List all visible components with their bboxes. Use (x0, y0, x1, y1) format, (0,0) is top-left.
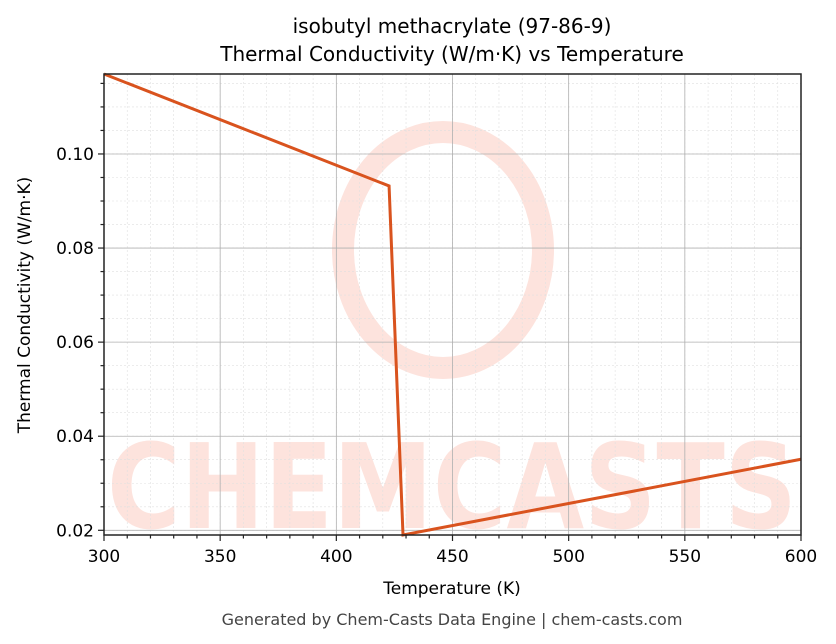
grid (103, 74, 802, 535)
y-axis-label: Thermal Conductivity (W/m·K) (15, 177, 35, 435)
y-tick-label: 0.04 (56, 427, 94, 447)
x-tick-label: 350 (204, 547, 236, 567)
x-tick-label: 300 (88, 547, 120, 567)
chart-title-line2: Thermal Conductivity (W/m·K) vs Temperat… (219, 42, 684, 66)
y-tick-label: 0.08 (56, 239, 94, 259)
x-tick-label: 450 (436, 547, 468, 567)
x-tick-label: 550 (669, 547, 701, 567)
y-tick-label: 0.10 (56, 145, 94, 165)
axis-ticks (98, 82, 802, 541)
x-axis-label: Temperature (K) (382, 579, 521, 599)
footer-credit: Generated by Chem-Casts Data Engine | ch… (222, 610, 683, 629)
data-line (103, 72, 802, 537)
y-tick-label: 0.06 (56, 333, 94, 353)
x-tick-label: 500 (552, 547, 584, 567)
y-tick-label: 0.02 (56, 521, 94, 541)
watermark: CHEMCASTS (107, 121, 797, 556)
x-tick-label: 400 (320, 547, 352, 567)
chart-title-line1: isobutyl methacrylate (97-86-9) (293, 14, 612, 38)
x-tick-label: 600 (785, 547, 817, 567)
watermark-text: CHEMCASTS (107, 418, 797, 556)
